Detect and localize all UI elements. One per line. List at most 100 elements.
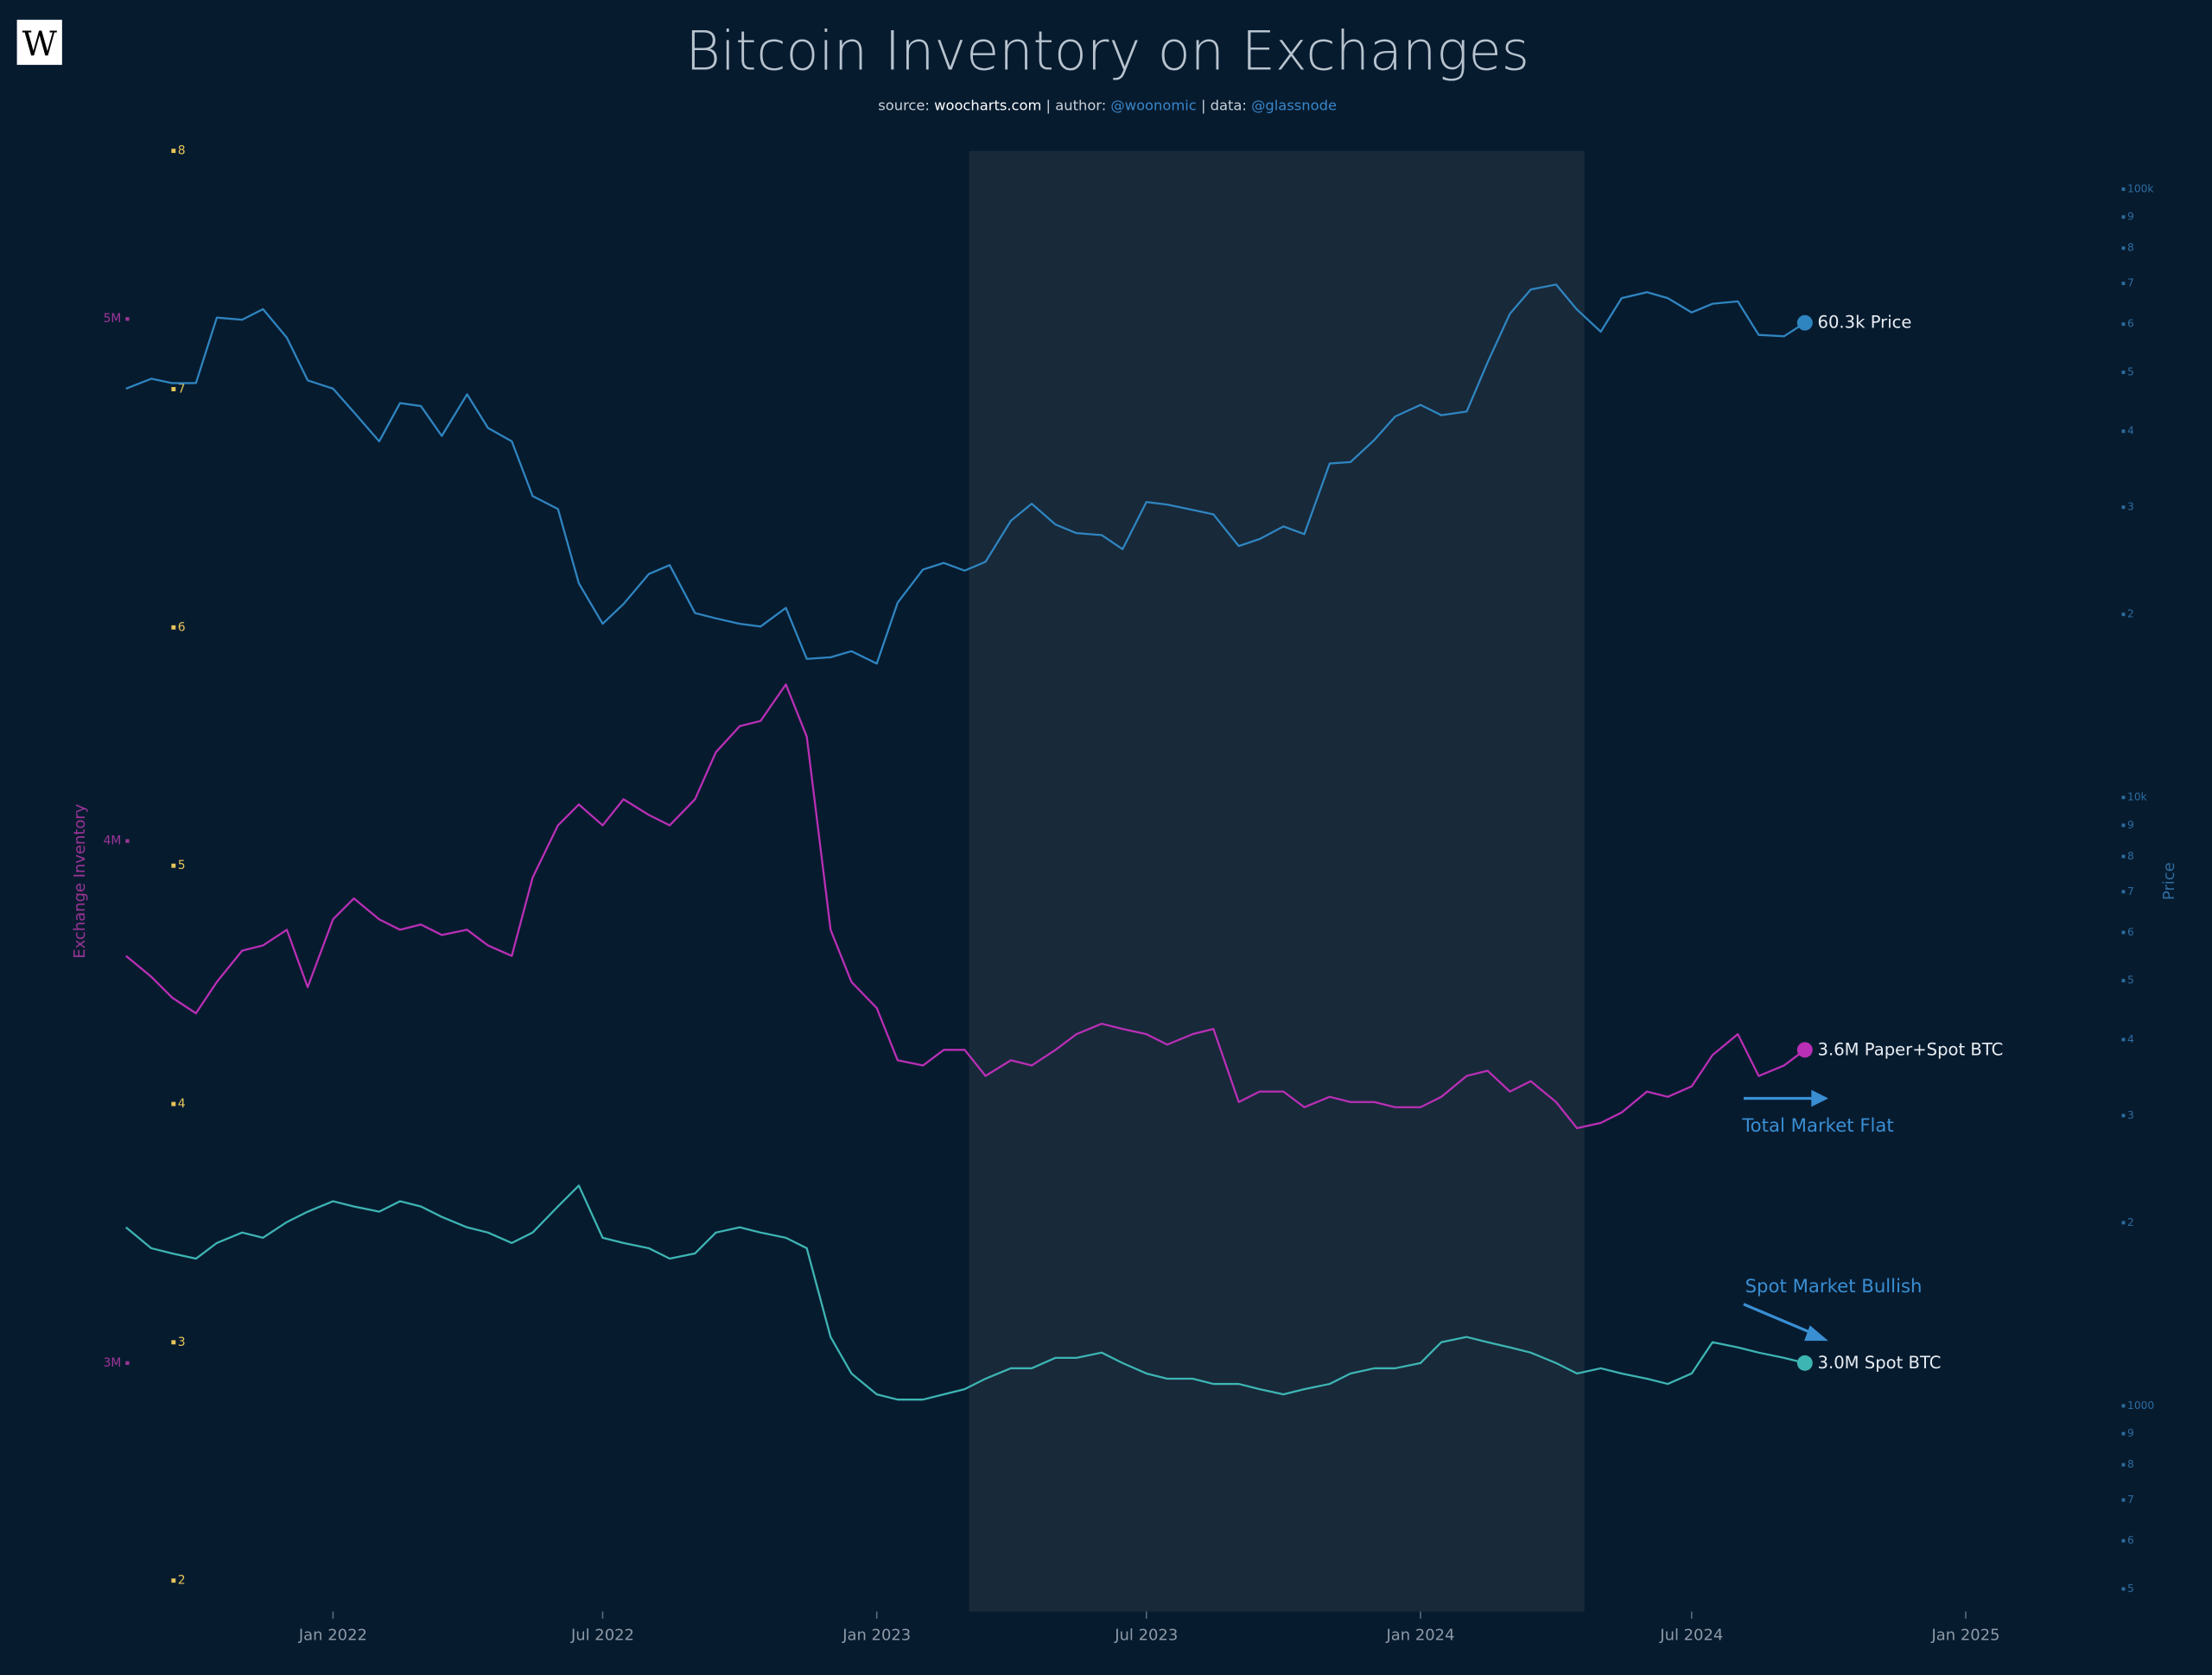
y2-tick-mark xyxy=(2121,979,2126,983)
y2-tick-label: 2 xyxy=(2127,608,2134,620)
y2-tick-mark xyxy=(2121,429,2126,434)
y3-tick-mark xyxy=(171,625,176,630)
y-tick-mark xyxy=(125,1361,130,1366)
y3-tick-mark xyxy=(171,1101,176,1107)
y3-tick-label: 2 xyxy=(178,1574,186,1588)
y2-tick-mark xyxy=(2121,322,2126,327)
subtitle-part: woocharts.com xyxy=(934,97,1041,113)
y2-tick-label: 6 xyxy=(2127,926,2134,938)
x-tick-label: Jan 2024 xyxy=(1385,1626,1454,1644)
y2-tick-mark xyxy=(2121,1113,2126,1118)
y2-tick-label: 10k xyxy=(2127,791,2148,803)
y2-tick-mark xyxy=(2121,890,2126,894)
y2-tick-mark xyxy=(2121,1462,2126,1467)
subtitle-part: | data: xyxy=(1201,97,1247,113)
series-line xyxy=(125,683,1806,1130)
arrowhead xyxy=(1811,1089,1828,1107)
x-tick-label: Jul 2023 xyxy=(1114,1626,1178,1644)
y2-tick-mark xyxy=(2121,246,2126,251)
series-line xyxy=(125,283,1806,665)
y-tick-label: 5M xyxy=(104,312,122,326)
y2-tick-label: 9 xyxy=(2127,211,2134,223)
subtitle-part: @woonomic xyxy=(1110,97,1196,113)
x-tick-label: Jan 2022 xyxy=(298,1626,367,1644)
y2-tick-label: 7 xyxy=(2127,277,2134,289)
logo-box xyxy=(16,19,62,66)
y2-tick-mark xyxy=(2121,282,2126,286)
end-marker xyxy=(1796,314,1813,331)
y2-tick-label: 1000 xyxy=(2127,1399,2154,1412)
y2-tick-label: 5 xyxy=(2127,365,2134,378)
y3-tick-label: 5 xyxy=(178,859,186,872)
y2-tick-mark xyxy=(2121,612,2126,617)
y2-tick-mark xyxy=(2121,1498,2126,1502)
y2-tick-label: 4 xyxy=(2127,425,2134,437)
y2-tick-mark xyxy=(2121,854,2126,859)
end-marker xyxy=(1796,1355,1813,1371)
y2-tick-label: 7 xyxy=(2127,885,2134,898)
subtitle-part: | author: xyxy=(1046,97,1107,113)
highlight-region xyxy=(969,150,1585,1612)
y3-tick-label: 8 xyxy=(178,144,186,158)
y2-tick-mark xyxy=(2121,215,2126,219)
x-tick-label: Jan 2025 xyxy=(1931,1626,2000,1644)
y2-tick-label: 6 xyxy=(2127,1534,2134,1546)
y2-tick-label: 5 xyxy=(2127,974,2134,987)
y2-tick-mark xyxy=(2121,187,2126,191)
y-tick-label: 3M xyxy=(104,1356,122,1370)
y2-tick-label: 3 xyxy=(2127,501,2134,513)
end-label: 60.3k Price xyxy=(1818,312,1912,332)
y3-tick-label: 3 xyxy=(178,1336,186,1349)
subtitle-part: @glassnode xyxy=(1251,97,1337,113)
y2-axis-title: Price xyxy=(2160,862,2178,900)
y2-tick-mark xyxy=(2121,930,2126,935)
x-tick-label: Jul 2022 xyxy=(570,1626,634,1644)
y2-tick-label: 7 xyxy=(2127,1494,2134,1506)
y-axis-title: Exchange Inventory xyxy=(71,803,89,958)
plot: 3M 4M 5M 2 3 4 5 6 7 8 5 6 7 8 9 1000 2 3 4 5 6 7 8 9 10k 2 3 4 5 6 7 8… xyxy=(104,144,2155,1645)
subtitle: source: woocharts.com | author: @woonomi… xyxy=(878,97,1337,113)
y2-tick-label: 2 xyxy=(2127,1216,2134,1228)
y2-tick-mark xyxy=(2121,1539,2126,1543)
end-value-label: 3.6M xyxy=(1818,1039,1859,1059)
y2-tick-label: 5 xyxy=(2127,1583,2134,1595)
series-line xyxy=(125,1184,1806,1401)
y3-tick-mark xyxy=(171,863,176,868)
y3-tick-label: 4 xyxy=(178,1097,186,1111)
y3-tick-label: 6 xyxy=(178,620,186,634)
arrowhead xyxy=(1804,1325,1828,1342)
y2-tick-label: 3 xyxy=(2127,1109,2134,1121)
arrow xyxy=(1743,1303,1818,1337)
y2-tick-mark xyxy=(2121,823,2126,828)
y2-tick-mark xyxy=(2121,1037,2126,1042)
y2-tick-mark xyxy=(2121,796,2126,800)
chart-title: Bitcoin Inventory on Exchanges xyxy=(685,20,1529,83)
y3-tick-mark xyxy=(171,1578,176,1583)
y2-tick-mark xyxy=(2121,505,2126,510)
subtitle-part: source: xyxy=(878,97,930,113)
y2-tick-label: 9 xyxy=(2127,819,2134,831)
y3-tick-mark xyxy=(171,149,176,154)
logo: W xyxy=(22,25,58,64)
y2-tick-mark xyxy=(2121,1587,2126,1591)
y-tick-label: 4M xyxy=(104,834,122,848)
end-marker xyxy=(1796,1042,1813,1058)
legend-label: Paper+Spot BTC xyxy=(1865,1039,2004,1059)
y2-tick-label: 4 xyxy=(2127,1033,2134,1045)
legend-label: Price xyxy=(1871,312,1912,332)
end-label: 3.0M Spot BTC xyxy=(1818,1352,1942,1372)
end-label: 3.6M Paper+Spot BTC xyxy=(1818,1039,2004,1059)
plot-background xyxy=(969,150,1585,1612)
annotation: Total Market Flat xyxy=(1741,1115,1893,1137)
legend-label: Spot BTC xyxy=(1865,1352,1942,1372)
y2-tick-label: 9 xyxy=(2127,1427,2134,1439)
y-tick-mark xyxy=(125,317,130,321)
y2-tick-label: 100k xyxy=(2127,182,2154,194)
end-value-label: 3.0M xyxy=(1818,1352,1859,1372)
y2-tick-mark xyxy=(2121,1431,2126,1436)
x-tick-label: Jan 2023 xyxy=(842,1626,911,1644)
y3-tick-mark xyxy=(171,387,176,391)
y2-tick-label: 8 xyxy=(2127,850,2134,862)
y3-tick-mark xyxy=(171,1340,176,1345)
